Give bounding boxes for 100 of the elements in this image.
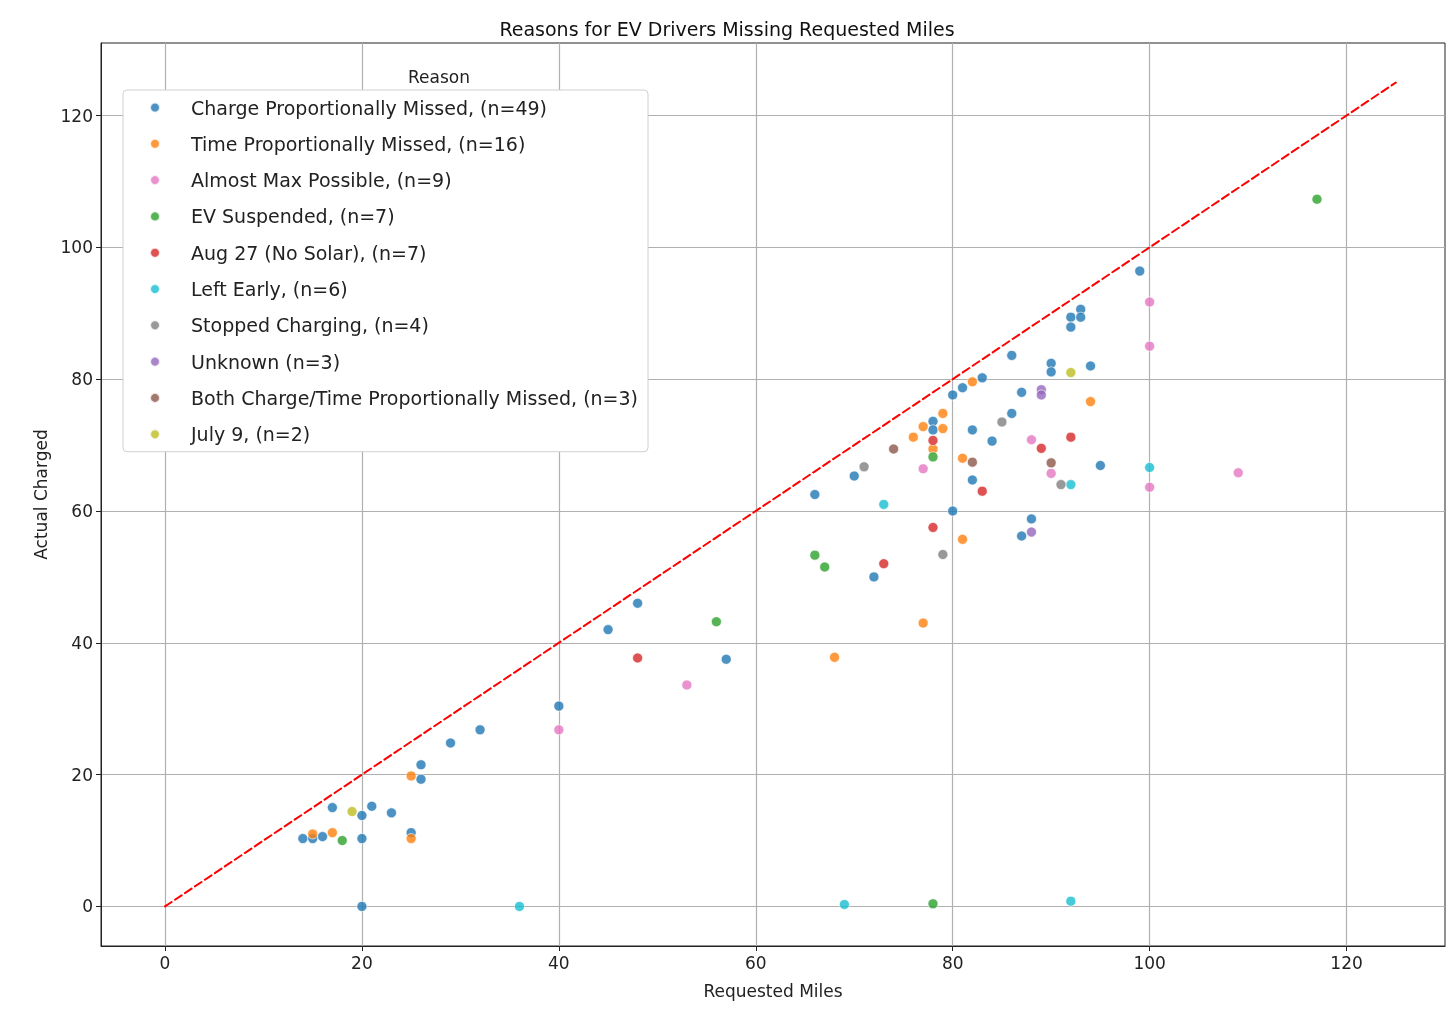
point xyxy=(927,898,939,910)
legend-label: Unknown (n=3) xyxy=(191,350,341,373)
point xyxy=(947,505,959,517)
point xyxy=(1045,457,1057,469)
point xyxy=(1144,462,1156,473)
point xyxy=(1065,321,1077,333)
point xyxy=(878,498,890,510)
legend-label: Charge Proportionally Missed, (n=49) xyxy=(191,96,547,119)
x-tick-label: 60 xyxy=(744,952,767,973)
point xyxy=(966,424,978,436)
point xyxy=(937,549,949,560)
x-tick-label: 120 xyxy=(1330,952,1363,973)
point xyxy=(445,737,456,749)
point xyxy=(336,835,348,846)
legend-label: Time Proportionally Missed, (n=16) xyxy=(190,132,526,155)
point xyxy=(966,456,978,468)
x-axis-title: Requested Miles xyxy=(703,980,843,1001)
point xyxy=(1026,513,1037,525)
point xyxy=(1311,193,1323,205)
point xyxy=(346,806,358,817)
point xyxy=(356,833,368,844)
point xyxy=(996,416,1008,428)
point xyxy=(710,616,722,628)
point xyxy=(632,652,644,664)
point xyxy=(927,435,939,446)
legend-label: July 9, (n=2) xyxy=(190,423,311,446)
x-tick-label: 0 xyxy=(159,952,171,973)
point xyxy=(809,549,821,561)
point xyxy=(415,759,427,771)
point xyxy=(405,770,417,782)
point xyxy=(415,773,427,785)
x-tick-label: 100 xyxy=(1133,952,1166,973)
point xyxy=(1094,460,1106,471)
legend-label: Left Early, (n=6) xyxy=(191,278,348,300)
point xyxy=(1065,367,1077,378)
point xyxy=(976,485,988,497)
point xyxy=(927,451,939,463)
point xyxy=(1065,431,1077,443)
point xyxy=(514,901,525,912)
point xyxy=(937,408,949,419)
point xyxy=(1065,479,1077,491)
point xyxy=(986,435,998,447)
point xyxy=(1045,366,1057,378)
point xyxy=(1045,468,1057,479)
point xyxy=(819,561,831,573)
point xyxy=(888,443,900,455)
point xyxy=(1144,340,1156,352)
point xyxy=(917,463,929,475)
point xyxy=(386,807,397,819)
point xyxy=(1026,434,1037,446)
point xyxy=(1035,442,1047,454)
legend-label: Almost Max Possible, (n=9) xyxy=(191,169,452,192)
point xyxy=(405,833,417,844)
point xyxy=(1075,311,1087,323)
point xyxy=(858,461,870,473)
point xyxy=(868,571,880,583)
x-tick-label: 40 xyxy=(548,952,570,973)
point xyxy=(966,474,978,486)
point xyxy=(1144,481,1156,493)
x-tick-label: 80 xyxy=(941,952,964,973)
legend-label: EV Suspended, (n=7) xyxy=(191,205,395,228)
point xyxy=(297,833,309,844)
point xyxy=(829,651,840,663)
point xyxy=(957,452,968,464)
point xyxy=(976,372,988,384)
point xyxy=(1055,479,1067,491)
point xyxy=(1065,895,1077,907)
legend-label: Aug 27 (No Solar), (n=7) xyxy=(191,241,427,264)
legend-title: Reason xyxy=(408,66,470,87)
point xyxy=(878,558,890,570)
point xyxy=(356,810,368,821)
legend-label: Both Charge/Time Proportionally Missed, (n=3) xyxy=(191,386,639,409)
point xyxy=(1035,389,1047,401)
point xyxy=(848,470,860,482)
point xyxy=(1232,467,1244,479)
point xyxy=(366,800,378,812)
point xyxy=(681,679,693,691)
point xyxy=(927,424,939,436)
point xyxy=(602,624,614,636)
point xyxy=(838,899,850,910)
y-tick-label: 80 xyxy=(71,369,93,390)
y-tick-label: 100 xyxy=(60,237,93,258)
point xyxy=(1016,530,1028,542)
point xyxy=(1134,265,1146,277)
point xyxy=(917,421,929,433)
point xyxy=(1085,396,1096,407)
point xyxy=(1006,350,1018,361)
point xyxy=(553,700,565,712)
y-tick-label: 60 xyxy=(71,500,93,521)
point xyxy=(326,802,338,813)
point xyxy=(1006,408,1018,419)
point xyxy=(1026,526,1037,538)
point xyxy=(307,828,319,840)
point xyxy=(632,597,644,609)
point xyxy=(937,423,949,434)
point xyxy=(553,724,565,736)
point xyxy=(1065,311,1077,323)
point xyxy=(907,431,919,443)
point xyxy=(957,382,968,394)
point xyxy=(1144,296,1156,308)
